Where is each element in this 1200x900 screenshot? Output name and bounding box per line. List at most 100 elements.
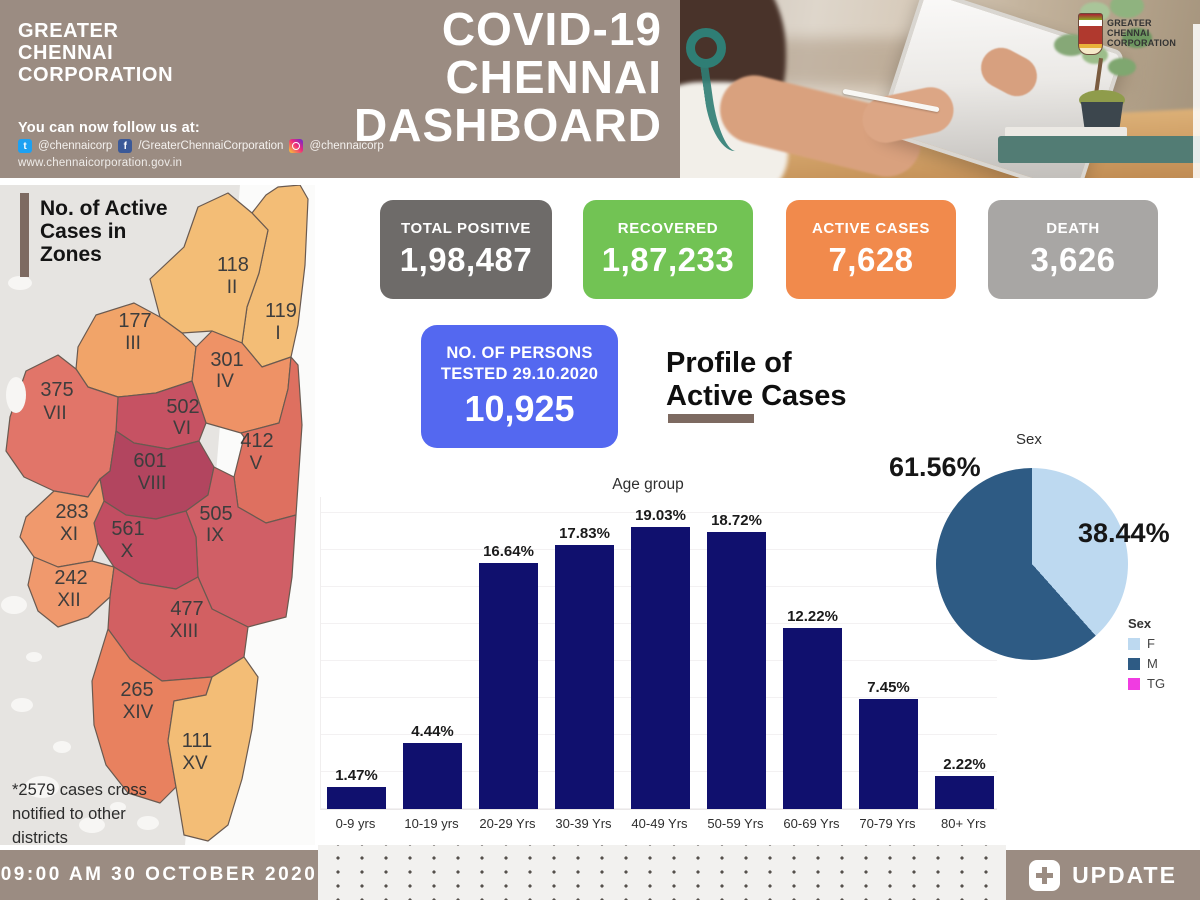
bar-column: 2.22% — [935, 756, 994, 809]
svg-text:XII: XII — [57, 590, 80, 611]
header: GREATER CHENNAI CORPORATION You can now … — [0, 0, 1200, 178]
org-name: GREATER CHENNAI CORPORATION — [18, 20, 173, 86]
gcc-logo: GREATER CHENNAI CORPORATION — [1078, 13, 1176, 55]
stat-card-death: DEATH 3,626 — [988, 200, 1158, 299]
bar-30-39 — [555, 545, 614, 809]
bar-40-49 — [631, 527, 690, 809]
stat-label: RECOVERED — [617, 220, 719, 237]
legend-row-f: F — [1128, 636, 1165, 651]
stat-card-total-positive: TOTAL POSITIVE 1,98,487 — [380, 200, 552, 299]
org-name-line: CORPORATION — [18, 64, 174, 86]
bar-chart-title: Age group — [612, 476, 684, 493]
page-title-line: CHENNAI — [445, 50, 662, 103]
website-url[interactable]: www.chennaicorporation.gov.in — [18, 157, 183, 169]
last-updated-timestamp: 09:00 AM 30 OCTOBER 2020 — [0, 864, 318, 885]
svg-text:I: I — [275, 323, 280, 344]
map-lakes — [1, 276, 159, 833]
svg-text:177: 177 — [118, 310, 151, 332]
facebook-handle[interactable]: /GreaterChennaiCorporation — [138, 140, 284, 152]
svg-text:119: 119 — [265, 300, 297, 322]
social-links: t @chennaicorp f /GreaterChennaiCorporat… — [18, 139, 384, 153]
tested-card: NO. OF PERSONS TESTED 29.10.2020 10,925 — [421, 325, 618, 448]
legend-row-tg: TG — [1128, 676, 1165, 691]
instagram-icon — [289, 139, 304, 153]
map-heading-accent-bar — [20, 193, 29, 277]
page-title-line: COVID-19 — [441, 3, 662, 55]
age-group-bar-chart: Age group 1.47% 4.44% 16.64% 17.83% 19.0… — [318, 470, 1000, 838]
gcc-logo-text: GREATER CHENNAI CORPORATION — [1107, 18, 1177, 49]
svg-text:601: 601 — [133, 450, 166, 472]
svg-text:561: 561 — [111, 518, 144, 540]
twitter-handle[interactable]: @chennaicorp — [38, 140, 113, 152]
photo-book — [998, 136, 1200, 163]
bar-chart-categories: 0-9 yrs 10-19 yrs 20-29 Yrs 30-39 Yrs 40… — [335, 816, 986, 831]
zone-XII — [27, 556, 115, 628]
update-button-label: UPDATE — [1072, 861, 1177, 888]
zone-XI — [19, 478, 105, 568]
map-heading: No. of Active Cases in Zones — [40, 197, 168, 267]
svg-text:283: 283 — [55, 501, 88, 523]
profile-section-title: Profile of Active Cases — [666, 347, 847, 412]
profile-title-underline — [668, 414, 754, 423]
org-name-line: CHENNAI — [18, 42, 114, 64]
bar-10-19 — [403, 743, 462, 809]
svg-text:502: 502 — [166, 396, 199, 418]
photo-book-pages — [1005, 127, 1127, 137]
stat-label: ACTIVE CASES — [811, 220, 931, 237]
svg-text:II: II — [227, 277, 238, 298]
svg-text:505: 505 — [199, 503, 232, 525]
svg-text:XIV: XIV — [123, 702, 154, 723]
stat-label: DEATH — [1046, 220, 1100, 237]
legend-swatch-f — [1128, 637, 1140, 650]
pie-chart-title: Sex — [1016, 431, 1042, 448]
svg-text:412: 412 — [240, 430, 273, 452]
svg-text:VI: VI — [173, 418, 191, 439]
stat-card-active-cases: ACTIVE CASES 7,628 — [786, 200, 956, 299]
legend-swatch-m — [1128, 657, 1140, 670]
plus-icon — [1029, 859, 1061, 891]
svg-text:XV: XV — [182, 753, 208, 774]
page-title: COVID-19 CHENNAI DASHBOARD — [320, 3, 662, 151]
stat-card-recovered: RECOVERED 1,87,233 — [583, 200, 753, 299]
bar-80-plus — [935, 776, 994, 809]
stat-value: 7,628 — [828, 241, 914, 278]
pie-label-female: 38.44% — [1078, 518, 1170, 548]
svg-text:III: III — [125, 333, 141, 354]
stat-value: 1,98,487 — [399, 241, 533, 278]
svg-text:VIII: VIII — [138, 473, 167, 494]
bar-column: 4.44% — [403, 723, 462, 809]
svg-text:XI: XI — [60, 524, 78, 545]
bar-column: 18.72% — [707, 512, 766, 809]
pie-label-male: 61.56% — [889, 452, 981, 482]
twitter-icon: t — [18, 139, 32, 153]
svg-text:XIII: XIII — [170, 621, 199, 642]
bar-60-69 — [783, 628, 842, 809]
map-footnote: *2579 cases cross notified to other dist… — [12, 781, 147, 847]
svg-text:V: V — [250, 453, 263, 474]
bar-column: 1.47% — [327, 767, 386, 809]
stat-value: 1,87,233 — [601, 241, 735, 278]
page-title-line: DASHBOARD — [354, 98, 662, 151]
footer-dot-pattern — [318, 845, 1006, 900]
facebook-icon: f — [118, 139, 133, 153]
svg-text:242: 242 — [54, 567, 87, 589]
stethoscope-icon — [686, 28, 726, 68]
tested-label-line: TESTED 29.10.2020 — [440, 365, 599, 383]
org-name-line: GREATER — [18, 20, 119, 42]
photo-edge-highlight — [1193, 24, 1200, 178]
tested-label-line: NO. OF PERSONS — [446, 344, 593, 363]
stat-label: TOTAL POSITIVE — [400, 220, 532, 237]
bar-column: 19.03% — [631, 507, 690, 809]
instagram-handle[interactable]: @chennaicorp — [309, 140, 384, 152]
bar-70-79 — [859, 698, 918, 809]
pie-legend: Sex F M TG — [1128, 616, 1165, 696]
bar-20-29 — [479, 562, 538, 809]
svg-text:VII: VII — [43, 403, 66, 424]
svg-text:IV: IV — [216, 371, 234, 392]
sex-pie — [936, 468, 1128, 660]
bar-column: 16.64% — [479, 543, 538, 809]
zone-map-panel: 119 I 118 II 177 III 301 IV 412 V 502 VI 375 VI… — [0, 185, 315, 847]
update-button[interactable]: UPDATE — [1006, 850, 1200, 900]
